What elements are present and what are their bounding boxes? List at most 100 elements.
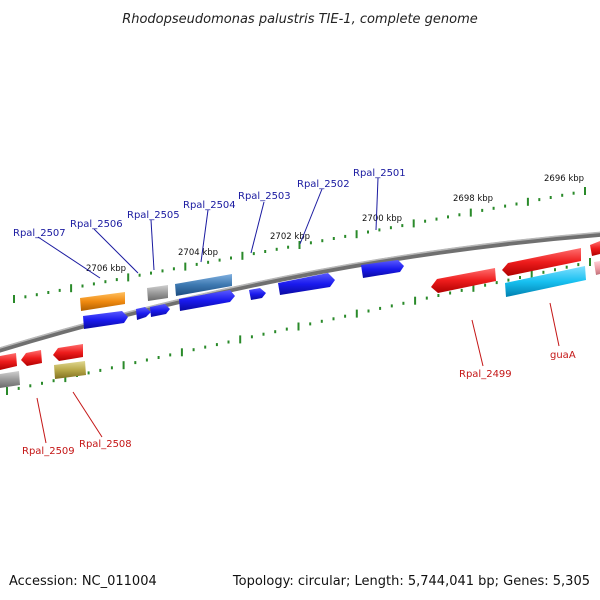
tick-mark <box>184 262 187 271</box>
gene-arrow-rpal-2502[interactable] <box>278 273 335 295</box>
tick-mark <box>227 340 230 344</box>
tick-mark <box>492 206 495 210</box>
tick-mark <box>58 288 61 292</box>
gene-arrow-rpal-2507b[interactable] <box>83 311 128 329</box>
gene-label-rpal-2499: Rpal_2499 <box>459 369 512 380</box>
tick-mark <box>367 309 370 313</box>
tick-mark <box>458 213 461 217</box>
gene-arrow-red-upper[interactable] <box>502 248 581 276</box>
tick-mark <box>145 358 148 362</box>
tick-mark <box>389 226 392 230</box>
tick-mark <box>127 273 130 282</box>
gene-arrow-red-edge[interactable] <box>590 241 600 256</box>
tick-mark <box>92 282 95 286</box>
gene-label-rpal-2509: Rpal_2509 <box>22 446 75 457</box>
tick-mark <box>99 368 102 372</box>
tick-mark <box>321 239 324 243</box>
tick-mark <box>379 306 382 310</box>
tick-mark <box>472 283 475 292</box>
tick-mark <box>437 294 440 297</box>
tick-mark <box>565 265 568 269</box>
tick-mark <box>252 252 255 256</box>
tick-mark <box>572 191 575 195</box>
tick-mark <box>481 208 484 212</box>
tick-mark <box>104 280 107 284</box>
tick-mark <box>390 304 393 308</box>
gene-arrow-red-left-1[interactable] <box>53 344 83 361</box>
tick-mark <box>262 332 265 336</box>
tick-mark <box>402 301 405 305</box>
tick-mark <box>13 295 15 303</box>
tick-mark <box>115 278 118 282</box>
tick-mark <box>424 219 427 223</box>
tick-mark <box>250 335 253 339</box>
tick-mark <box>589 258 591 266</box>
tick-mark <box>538 198 541 202</box>
gene-arrow-rpal-2504b[interactable] <box>179 290 235 311</box>
gene-label-rpal-2506: Rpal_2506 <box>70 219 123 230</box>
tick-mark <box>320 319 323 323</box>
tick-mark <box>180 348 183 357</box>
tick-mark <box>204 345 207 349</box>
tick-mark <box>275 247 278 251</box>
gene-arrow-guaa[interactable] <box>505 266 586 297</box>
tick-mark <box>447 215 449 219</box>
gene-label-rpal-2503: Rpal_2503 <box>238 191 291 202</box>
tick-mark <box>332 317 335 321</box>
tick-mark <box>192 348 195 352</box>
gene-arrow-rpal-2509[interactable] <box>0 353 17 370</box>
map-title: Rhodopseudomonas palustris TIE-1, comple… <box>122 12 478 27</box>
tick-mark <box>195 262 198 266</box>
gene-label-rpal-2507: Rpal_2507 <box>13 228 66 239</box>
gene-arrow-rpal-2499[interactable] <box>431 268 496 293</box>
tick-mark <box>309 322 312 326</box>
tick-mark <box>425 296 428 300</box>
gene-label-guaa: guaA <box>550 350 576 361</box>
gene-arrow-rpal-2507[interactable] <box>80 292 125 311</box>
tick-mark <box>449 291 452 295</box>
tick-mark <box>161 269 164 273</box>
tick-label-2698: 2698 kbp <box>453 194 493 204</box>
tick-mark <box>138 273 141 277</box>
tick-row-inner <box>6 258 591 395</box>
leader-lines-top <box>37 177 379 279</box>
gene-arrow-rpal-2501[interactable] <box>361 260 404 278</box>
tick-mark <box>24 295 27 299</box>
tick-mark <box>87 371 90 375</box>
gene-arrow-red-left-2[interactable] <box>21 350 42 366</box>
tick-mark <box>355 230 358 239</box>
tick-mark <box>157 356 160 359</box>
tick-mark <box>241 251 244 260</box>
gene-arrow-pink-edge[interactable] <box>594 261 600 275</box>
gene-label-rpal-2505: Rpal_2505 <box>127 210 180 221</box>
tick-mark <box>285 327 288 331</box>
tick-mark <box>122 361 125 370</box>
gene-arrow-rpal-2503[interactable] <box>249 288 266 300</box>
tick-mark <box>274 330 277 334</box>
gene-label-rpal-2502: Rpal_2502 <box>297 179 350 190</box>
tick-mark <box>401 224 404 228</box>
tick-label-2696: 2696 kbp <box>544 174 584 184</box>
tick-mark <box>332 237 335 240</box>
gene-arrow-rpal-2504[interactable] <box>175 274 232 296</box>
tick-mark <box>134 361 137 365</box>
gene-label-rpal-2508: Rpal_2508 <box>79 439 132 450</box>
gene-arrow-rpal-2508[interactable] <box>54 361 86 379</box>
tick-row-outer <box>13 187 586 303</box>
gene-arrow-rpal-2505b[interactable] <box>150 304 170 317</box>
tick-mark <box>6 387 8 395</box>
tick-mark <box>577 263 580 267</box>
gene-label-rpal-2504: Rpal_2504 <box>183 200 236 211</box>
tick-mark <box>81 284 84 288</box>
gene-arrow-rpal-2505[interactable] <box>147 285 168 301</box>
tick-mark <box>367 230 369 234</box>
tick-mark <box>504 204 507 208</box>
tick-label-2704: 2704 kbp <box>178 248 218 258</box>
tick-mark <box>484 283 487 287</box>
tick-mark <box>584 187 586 195</box>
gene-arrow-rpal-2506[interactable] <box>136 307 151 320</box>
tick-mark <box>435 217 438 221</box>
gene-arrow-gray-left[interactable] <box>0 371 20 388</box>
tick-mark <box>52 379 55 383</box>
tick-mark <box>64 374 67 383</box>
